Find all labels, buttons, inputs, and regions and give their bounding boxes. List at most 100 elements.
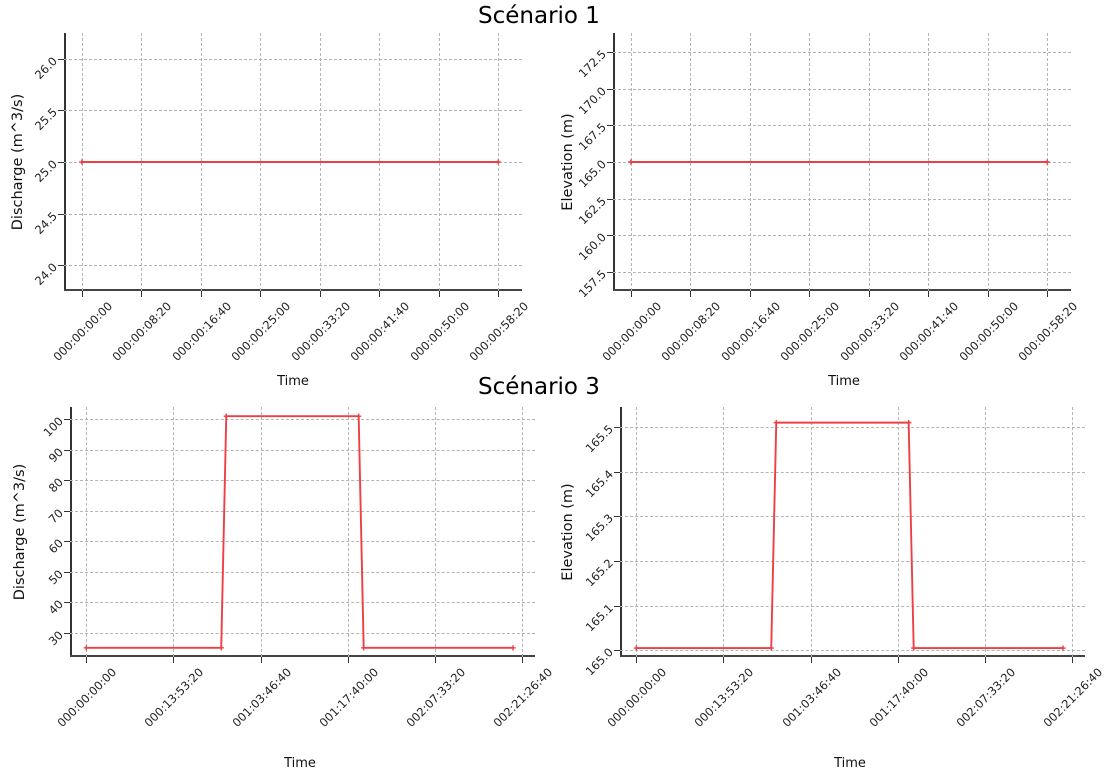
x-tick: [319, 291, 321, 297]
series-point-marker: [906, 420, 912, 426]
x-axis-spine: [613, 289, 1071, 291]
gridline-horizontal: [70, 602, 535, 604]
x-tick-label: 000:00:00:00: [50, 299, 115, 364]
x-tick: [630, 291, 632, 297]
series-point-marker: [773, 420, 779, 426]
data-series-line: [79, 159, 501, 165]
x-tick: [868, 291, 870, 297]
y-tick: [614, 650, 620, 652]
y-tick-label-text: 90: [45, 444, 66, 465]
x-tick: [434, 657, 436, 663]
gridline-horizontal: [613, 125, 1071, 127]
y-tick: [614, 471, 620, 473]
y-axis-spine: [70, 407, 72, 657]
gridline-horizontal: [613, 52, 1071, 54]
x-tick-label: 001:03:46:40: [779, 665, 844, 730]
y-tick-label-text: 157.5: [575, 266, 609, 301]
x-axis-spine: [64, 289, 522, 291]
gridline-horizontal: [70, 632, 535, 634]
gridline-vertical: [810, 407, 812, 657]
y-tick: [64, 541, 70, 543]
series-point-marker: [356, 413, 362, 419]
x-tick-label: 000:00:33:20: [837, 299, 902, 364]
x-tick-label: 000:00:50:00: [407, 299, 472, 364]
series-point-marker: [510, 645, 516, 651]
x-tick: [173, 657, 175, 663]
gridline-vertical: [984, 407, 986, 657]
gridline-vertical: [86, 407, 88, 657]
gridline-vertical: [522, 407, 524, 657]
x-tick: [347, 657, 349, 663]
y-tick: [614, 427, 620, 429]
x-tick-label: 002:21:26:40: [490, 665, 556, 730]
chart-scenario3-discharge: 30 40 50 60 70 80 90 100 000:00:00:00 000:13:53:2…: [0, 388, 555, 777]
chart-scenario1-discharge: 24.0 24.5 25.0 25.5 26.0 000:00:00:00 000:00:0…: [0, 0, 552, 390]
x-tick-label: 000:00:25:00: [777, 299, 843, 364]
x-tick: [1047, 291, 1049, 297]
y-tick: [607, 198, 613, 200]
y-tick-label-text: 25.5: [31, 105, 60, 134]
series-point-marker: [633, 645, 639, 651]
chart-scenario1-elevation: 157.5 160.0 162.5 165.0 167.5 170.0 172.5 000:0…: [552, 0, 1104, 390]
x-tick: [498, 291, 500, 297]
plot-area-scenario1-discharge: 24.0 24.5 25.0 25.5 26.0 000:00:00:00 000:00:0…: [32, 33, 531, 364]
x-tick-label: 000:13:53:20: [691, 665, 757, 730]
x-tick: [810, 657, 812, 663]
x-tick-label: 001:17:40:00: [316, 665, 381, 730]
gridline-vertical: [347, 407, 349, 657]
x-tick-label: 000:00:08:20: [658, 299, 724, 364]
x-tick: [379, 291, 381, 297]
y-tick: [607, 88, 613, 90]
y-tick-label-text: 165.1: [582, 600, 616, 634]
gridline-vertical: [1072, 407, 1074, 657]
panel-title-scenario-1: Scénario 1: [478, 3, 600, 29]
gridline-vertical: [434, 407, 436, 657]
y-tick-label-text: 170.0: [575, 83, 609, 117]
x-tick: [200, 291, 202, 297]
y-tick-label-text: 70: [45, 505, 66, 526]
y-tick-label-text: 30: [45, 627, 66, 648]
gridline-horizontal: [613, 88, 1071, 90]
y-axis-title-elevation: Elevation (m): [560, 113, 576, 211]
x-tick: [522, 657, 524, 663]
x-tick-label: 000:00:00:00: [604, 665, 670, 730]
x-tick: [1072, 657, 1074, 663]
y-tick-label-text: 100: [40, 414, 66, 440]
y-tick-label-text: 165.3: [582, 511, 616, 545]
gridline-horizontal: [70, 541, 535, 543]
y-tick-label-text: 26.0: [31, 53, 60, 82]
y-axis-title-elevation: Elevation (m): [560, 483, 576, 581]
y-tick: [58, 265, 64, 267]
y-axis-spine: [620, 407, 622, 657]
plot-area-scenario1-elevation: 157.5 160.0 162.5 165.0 167.5 170.0 172.5 000:0…: [576, 33, 1080, 364]
gridline-horizontal: [64, 213, 522, 215]
gridline-vertical: [636, 407, 638, 657]
series-point-marker: [218, 645, 224, 651]
x-tick-label: 002:07:33:20: [953, 665, 1019, 730]
x-tick: [987, 291, 989, 297]
y-tick: [58, 58, 64, 60]
x-tick-label: 002:21:26:40: [1040, 665, 1104, 730]
x-tick-label: 000:00:58:20: [1015, 299, 1081, 364]
x-tick: [260, 291, 262, 297]
y-tick: [64, 602, 70, 604]
x-tick-label: 000:00:50:00: [956, 299, 1021, 364]
y-tick: [614, 561, 620, 563]
x-axis-title-time: Time: [277, 374, 309, 389]
gridline-vertical: [897, 407, 899, 657]
y-tick: [58, 162, 64, 163]
gridline-horizontal: [620, 605, 1085, 607]
x-tick-label: 001:03:46:40: [229, 665, 294, 730]
y-tick-label-text: 165.4: [582, 466, 616, 500]
series-point-marker: [628, 159, 634, 165]
x-tick: [749, 291, 751, 297]
x-axis-title-time: Time: [284, 756, 316, 771]
y-tick: [64, 571, 70, 573]
series-point-marker: [1060, 645, 1066, 651]
series-point-marker: [83, 645, 89, 651]
gridline-horizontal: [70, 480, 535, 482]
x-tick-label: 000:00:08:20: [109, 299, 175, 364]
x-tick-label: 000:00:00:00: [54, 665, 120, 730]
y-tick: [614, 516, 620, 518]
gridline-vertical: [260, 407, 262, 657]
